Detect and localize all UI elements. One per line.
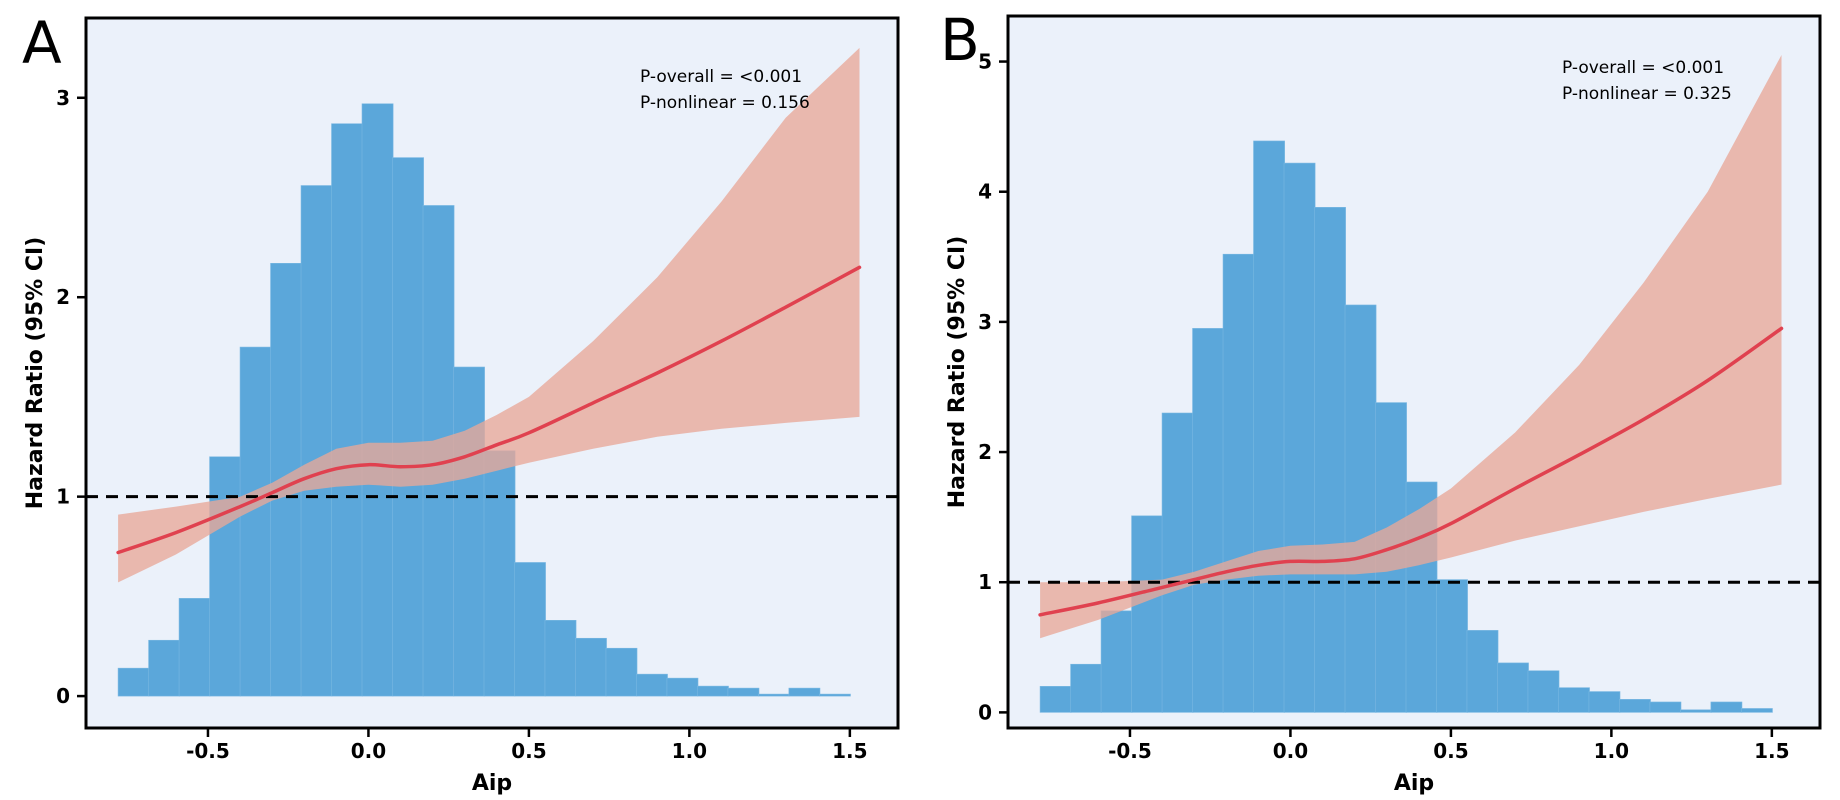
panel-b: -0.5 0.0 0.5 1.0 1.5 0 1 2 3 4 5 Aip Hazard Ratio (9… (940, 6, 1822, 796)
panel-label: A (22, 9, 62, 77)
p-value-annotation: P-nonlinear = 0.325 (1562, 84, 1732, 104)
histogram-bar (514, 562, 546, 697)
histogram-bar (819, 693, 851, 697)
x-tick-label: 0.5 (511, 739, 546, 763)
histogram-bar (1161, 412, 1194, 713)
histogram-bar (1649, 701, 1682, 713)
y-tick-label: 2 (978, 440, 992, 464)
x-tick-label: -0.5 (1108, 739, 1152, 763)
y-axis-title: Hazard Ratio (95% CI) (945, 236, 970, 509)
x-axis-title: Aip (472, 771, 512, 796)
x-tick-label: 0.0 (1273, 739, 1308, 763)
histogram-bar (697, 685, 729, 697)
y-tick-label: 0 (978, 700, 992, 724)
histogram-bar (209, 456, 241, 697)
histogram-bar (1466, 630, 1499, 713)
plot-frame (84, 16, 900, 730)
histogram-bar (483, 450, 516, 697)
histogram-bar (117, 667, 150, 697)
histogram-bar (1070, 663, 1102, 713)
y-tick-label: 4 (978, 180, 992, 204)
p-value-annotation: P-overall = <0.001 (640, 67, 802, 87)
x-tick-label: 0.0 (351, 739, 386, 763)
x-tick-label: 1.0 (672, 739, 707, 763)
histogram-bar (361, 103, 394, 697)
x-tick-label: 1.5 (1754, 739, 1789, 763)
y-axis-title: Hazard Ratio (95% CI) (23, 237, 48, 510)
y-tick-label: 3 (978, 310, 992, 334)
x-tick-label: 1.5 (832, 739, 867, 763)
histogram-bar (666, 677, 699, 697)
histogram-bar (453, 366, 485, 697)
y-tick-label: 1 (978, 570, 992, 594)
histogram-bar (148, 639, 180, 697)
histogram-bar (1588, 691, 1621, 713)
ci-band (1040, 55, 1782, 639)
y-tick-label: 5 (978, 50, 992, 74)
histogram-bar (1192, 328, 1224, 713)
histogram-bar (300, 185, 333, 697)
histogram-bar (1344, 304, 1377, 713)
histogram-bar (331, 123, 363, 697)
panel-label: B (940, 6, 980, 74)
x-tick-label: -0.5 (186, 739, 230, 763)
histogram-bar (544, 620, 577, 697)
histogram-bar (1741, 708, 1773, 713)
histogram-bar (392, 157, 424, 697)
histogram-bar (1253, 140, 1285, 713)
histogram-bar (1100, 610, 1133, 713)
histogram-bar (1283, 162, 1316, 713)
y-tick-label: 3 (56, 86, 70, 110)
histogram-bar (1558, 687, 1590, 713)
p-value-annotation: P-overall = <0.001 (1562, 58, 1724, 78)
histogram-bar (1314, 207, 1346, 713)
histogram-bar (575, 637, 607, 697)
histogram-bar (1131, 515, 1163, 713)
x-tick-label: 0.5 (1433, 739, 1468, 763)
histogram-bar (1222, 253, 1255, 713)
y-tick-label: 2 (56, 285, 70, 309)
histogram-bar (1039, 686, 1072, 713)
histogram-bar (239, 346, 272, 697)
hazard-curve (1038, 326, 1784, 617)
plot-frame (1006, 14, 1822, 730)
histogram-bar (1436, 579, 1468, 713)
histogram-bar (1619, 699, 1651, 713)
y-tick-label: 0 (56, 684, 70, 708)
histogram-bar (1527, 670, 1560, 713)
x-tick-label: 1.0 (1594, 739, 1629, 763)
histogram-bar (1680, 709, 1712, 713)
hazard-curve (116, 265, 862, 555)
histogram-bar (788, 687, 821, 697)
panel-a: -0.5 0.0 0.5 1.0 1.5 0 1 2 3 Aip Hazard Ratio (95%… (22, 9, 900, 796)
histogram-bar (636, 673, 668, 697)
histogram-bar (1710, 701, 1743, 713)
histogram-bar (727, 687, 760, 697)
y-tick-label: 1 (56, 485, 70, 509)
histogram (1039, 140, 1773, 713)
p-value-annotation: P-nonlinear = 0.156 (640, 93, 810, 113)
histogram-bar (605, 647, 638, 697)
histogram-bar (1497, 662, 1529, 713)
histogram-bar (758, 693, 790, 697)
x-axis-title: Aip (1394, 771, 1434, 796)
ci-band (118, 47, 860, 583)
histogram-bar (178, 598, 211, 697)
